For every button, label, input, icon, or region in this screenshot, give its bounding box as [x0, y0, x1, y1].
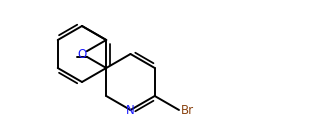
Text: N: N — [126, 104, 135, 114]
Text: Br: Br — [181, 104, 194, 114]
Text: O: O — [77, 48, 87, 61]
